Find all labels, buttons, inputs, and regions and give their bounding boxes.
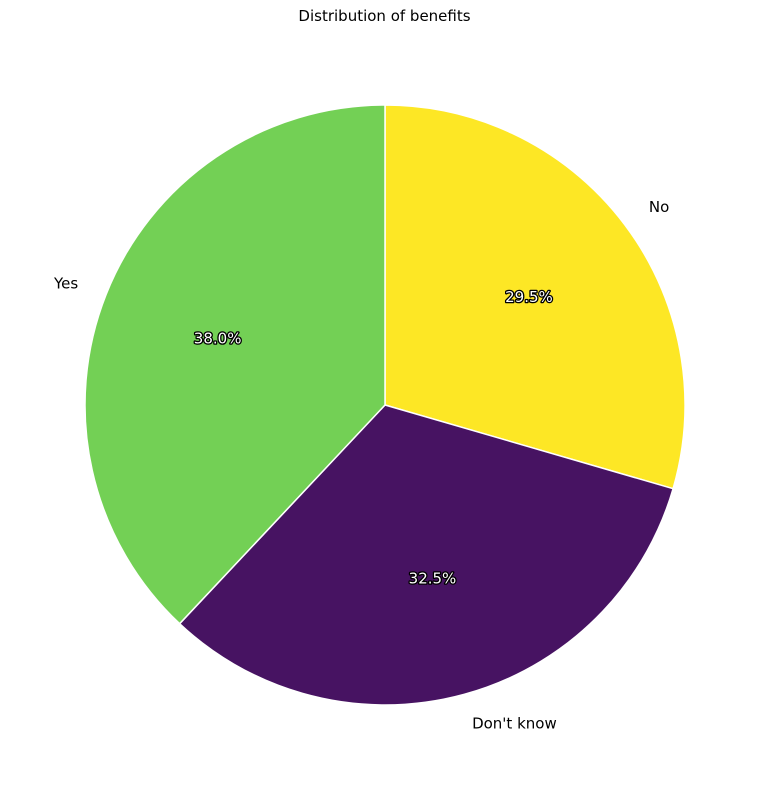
slice-label-yes: Yes [53,275,78,293]
pie-slice-no [384,104,686,490]
pie-slice-don-t-know [178,404,674,706]
slice-percent-don-t-know: 32.5% [409,570,457,588]
pie-slice-yes [84,104,386,625]
slice-label-don-t-know: Don't know [472,714,557,732]
slice-percent-yes: 38.0% [194,330,242,348]
pie-slices [84,104,686,706]
chart-title: Distribution of benefits [298,7,471,25]
pie-labels: No 29.5% Don't know 32.5% Yes 38.0% [53,198,669,732]
slice-percent-no: 29.5% [505,288,553,306]
slice-label-no: No [649,198,669,216]
